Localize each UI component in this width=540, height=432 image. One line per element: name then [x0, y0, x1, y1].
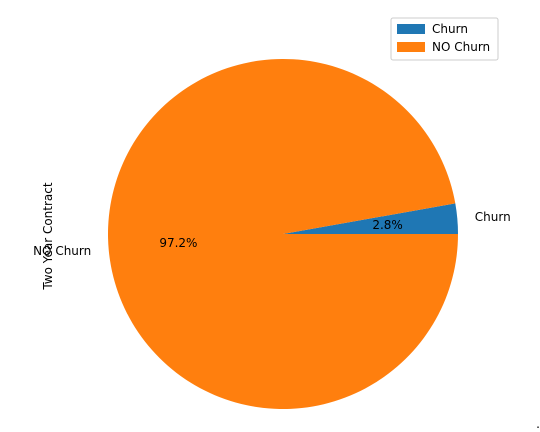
percentage-labels: 2.8% 97.2% [159, 218, 403, 250]
category-label: Churn [475, 210, 511, 224]
legend-swatch [397, 24, 425, 34]
y-axis-label: Two Year Contract [41, 182, 55, 290]
legend-swatch [397, 42, 425, 52]
pie-slice-no-churn [108, 59, 458, 410]
legend-entry: NO Churn [432, 40, 490, 54]
corner-dot: . [536, 417, 540, 431]
pie-slices [108, 59, 458, 410]
legend: Churn NO Churn [390, 17, 499, 61]
pie-slice-churn [283, 203, 458, 234]
category-labels: Churn NO Churn [33, 210, 511, 258]
data-label: 97.2% [159, 236, 197, 250]
data-label: 2.8% [372, 218, 403, 232]
legend-entry: Churn [432, 22, 468, 36]
category-label: NO Churn [33, 244, 91, 258]
